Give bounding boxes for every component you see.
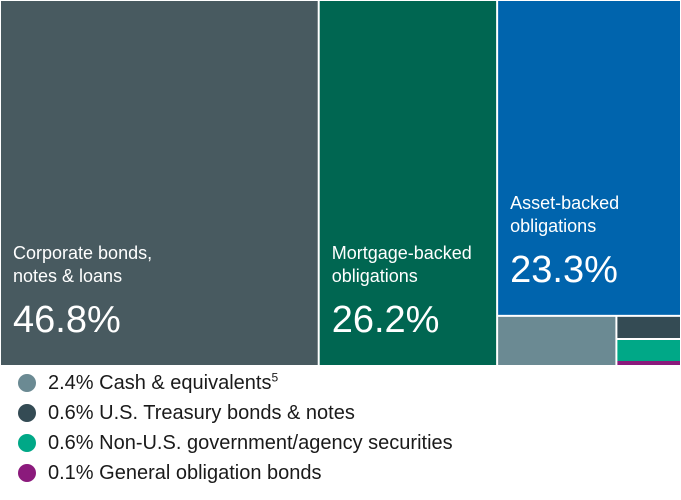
legend-item-treasury: 0.6% U.S. Treasury bonds & notes <box>18 398 453 428</box>
legend-label-non-us-government: 0.6% Non-U.S. government/agency securiti… <box>48 431 453 454</box>
legend-item-general-obligation: 0.1% General obligation bonds <box>18 458 453 488</box>
legend-swatch-non-us-government <box>18 434 36 452</box>
legend-swatch-general-obligation <box>18 464 36 482</box>
legend-item-cash: 2.4% Cash & equivalents5 <box>18 368 453 398</box>
category-label-mortgage-backed-line-1: Mortgage-backed <box>332 243 472 263</box>
tile-asset-backed <box>498 1 680 315</box>
legend-swatch-treasury <box>18 404 36 422</box>
value-label-asset-backed: 23.3% <box>510 249 618 291</box>
legend-label-cash: 2.4% Cash & equivalents5 <box>48 369 279 394</box>
category-label-asset-backed-line-1: Asset-backed <box>510 193 619 213</box>
value-label-mortgage-backed: 26.2% <box>332 299 440 341</box>
tile-general-obligation <box>617 361 680 365</box>
tile-corporate-bonds <box>1 1 318 365</box>
tile-mortgage-backed <box>319 1 497 365</box>
value-label-corporate-bonds: 46.8% <box>13 299 121 341</box>
treemap-chart: Corporate bonds, notes & loans 46.8% Mortga… <box>1 1 680 365</box>
legend-item-non-us-government: 0.6% Non-U.S. government/agency securiti… <box>18 428 453 458</box>
category-label-corporate-bonds-line-2: notes & loans <box>13 266 122 286</box>
legend-label-general-obligation: 0.1% General obligation bonds <box>48 461 322 484</box>
legend-swatch-cash <box>18 374 36 392</box>
legend: 2.4% Cash & equivalents5 0.6% U.S. Treas… <box>18 368 453 488</box>
tile-us-treasury <box>617 316 680 338</box>
category-label-asset-backed-line-2: obligations <box>510 216 596 236</box>
category-label-corporate-bonds-line-1: Corporate bonds, <box>13 243 152 263</box>
legend-label-treasury: 0.6% U.S. Treasury bonds & notes <box>48 401 355 424</box>
category-label-mortgage-backed-line-2: obligations <box>332 266 418 286</box>
tile-cash-equivalents <box>498 316 616 365</box>
tile-non-us-government <box>617 339 680 362</box>
